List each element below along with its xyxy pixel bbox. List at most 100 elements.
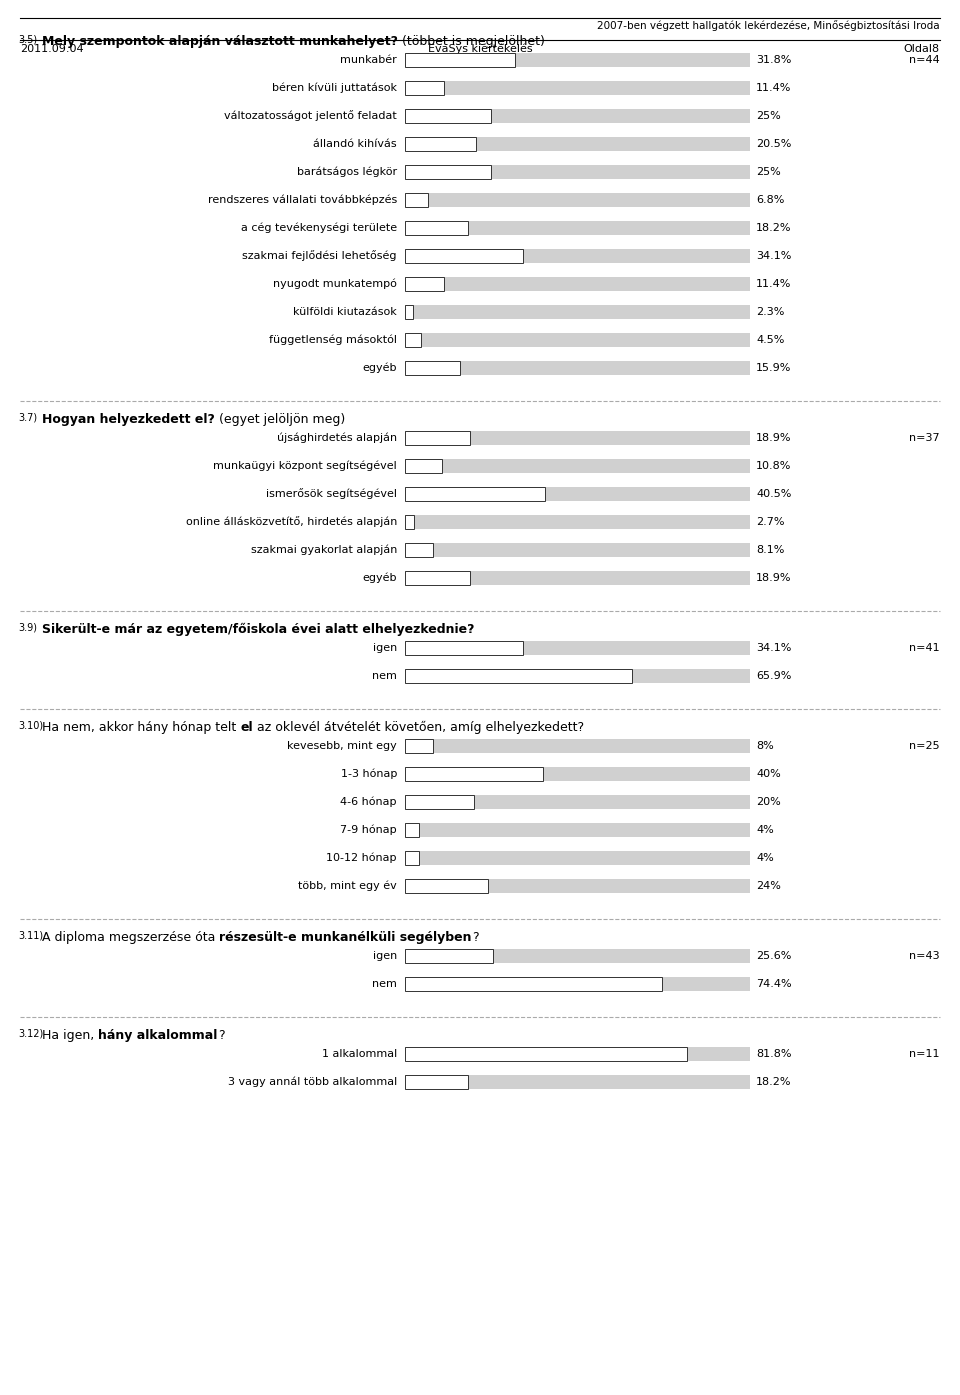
Text: részesült-e munkanélküli segélyben: részesült-e munkanélküli segélyben bbox=[220, 930, 472, 944]
Bar bbox=[405, 795, 474, 809]
Bar bbox=[405, 571, 750, 585]
Text: 65.9%: 65.9% bbox=[756, 671, 791, 681]
Text: béren kívüli juttatások: béren kívüli juttatások bbox=[272, 82, 397, 93]
Bar bbox=[405, 81, 444, 95]
Bar bbox=[405, 1048, 750, 1062]
Bar bbox=[405, 137, 750, 151]
Bar bbox=[405, 670, 633, 684]
Text: egyéb: egyéb bbox=[363, 573, 397, 583]
Text: munkaügyi központ segítségével: munkaügyi központ segítségével bbox=[213, 460, 397, 472]
Text: 10.8%: 10.8% bbox=[756, 460, 791, 472]
Bar bbox=[405, 795, 750, 809]
Text: EvaSys kiértékelés: EvaSys kiértékelés bbox=[428, 45, 532, 54]
Text: 3.7): 3.7) bbox=[18, 413, 37, 423]
Text: 81.8%: 81.8% bbox=[756, 1049, 791, 1059]
Text: hány alkalommal: hány alkalommal bbox=[98, 1030, 218, 1042]
Bar bbox=[405, 851, 419, 865]
Text: 1-3 hónap: 1-3 hónap bbox=[341, 769, 397, 780]
Bar bbox=[405, 879, 750, 893]
Text: n=41: n=41 bbox=[909, 643, 940, 653]
Text: 25%: 25% bbox=[756, 167, 780, 177]
Text: 20.5%: 20.5% bbox=[756, 140, 791, 149]
Bar bbox=[405, 515, 415, 529]
Text: Sikerült-e már az egyetem/főiskola évei alatt elhelyezkednie?: Sikerült-e már az egyetem/főiskola évei … bbox=[42, 624, 474, 636]
Text: igen: igen bbox=[372, 643, 397, 653]
Text: munkabér: munkabér bbox=[340, 54, 397, 66]
Text: nem: nem bbox=[372, 671, 397, 681]
Text: 4.5%: 4.5% bbox=[756, 335, 784, 345]
Bar bbox=[405, 879, 488, 893]
Bar bbox=[405, 220, 750, 234]
Bar bbox=[405, 1048, 687, 1062]
Bar bbox=[405, 165, 492, 179]
Text: online állásközvetítő, hirdetés alapján: online állásközvetítő, hirdetés alapján bbox=[185, 516, 397, 527]
Bar bbox=[405, 571, 470, 585]
Bar bbox=[405, 767, 750, 781]
Bar bbox=[405, 543, 433, 557]
Bar bbox=[405, 487, 544, 501]
Bar bbox=[405, 459, 750, 473]
Text: A diploma megszerzése óta: A diploma megszerzése óta bbox=[42, 930, 220, 944]
Bar bbox=[405, 949, 493, 963]
Text: n=37: n=37 bbox=[909, 432, 940, 444]
Bar bbox=[405, 248, 522, 264]
Bar bbox=[405, 278, 444, 292]
Text: 7-9 hónap: 7-9 hónap bbox=[341, 824, 397, 836]
Text: Oldal8: Oldal8 bbox=[904, 45, 940, 54]
Text: 4-6 hónap: 4-6 hónap bbox=[341, 797, 397, 808]
Bar bbox=[405, 670, 750, 684]
Text: 3.12): 3.12) bbox=[18, 1030, 43, 1039]
Text: (egyet jelöljön meg): (egyet jelöljön meg) bbox=[215, 413, 346, 425]
Text: 34.1%: 34.1% bbox=[756, 643, 791, 653]
Bar bbox=[405, 193, 750, 206]
Text: 11.4%: 11.4% bbox=[756, 82, 791, 93]
Text: 74.4%: 74.4% bbox=[756, 979, 792, 989]
Text: n=44: n=44 bbox=[909, 54, 940, 66]
Bar bbox=[405, 193, 428, 206]
Bar bbox=[405, 851, 750, 865]
Text: (többet is megjelölhet): (többet is megjelölhet) bbox=[398, 35, 545, 47]
Bar bbox=[405, 53, 750, 67]
Text: 18.9%: 18.9% bbox=[756, 573, 791, 583]
Bar bbox=[405, 543, 750, 557]
Bar bbox=[405, 823, 419, 837]
Text: 2007-ben végzett hallgatók lekérdezése, Minőségbiztosítási Iroda: 2007-ben végzett hallgatók lekérdezése, … bbox=[597, 20, 940, 31]
Text: külföldi kiutazások: külföldi kiutazások bbox=[293, 307, 397, 317]
Bar bbox=[405, 739, 433, 753]
Bar bbox=[405, 431, 750, 445]
Bar bbox=[405, 306, 750, 319]
Text: 8.1%: 8.1% bbox=[756, 545, 784, 555]
Text: barátságos légkör: barátságos légkör bbox=[297, 167, 397, 177]
Text: szakmai fejlődési lehetőség: szakmai fejlődési lehetőség bbox=[243, 251, 397, 261]
Text: ?: ? bbox=[218, 1030, 225, 1042]
Bar bbox=[405, 976, 661, 990]
Text: a cég tevékenységi területe: a cég tevékenységi területe bbox=[241, 223, 397, 233]
Bar bbox=[405, 739, 750, 753]
Text: ismerősök segítségével: ismerősök segítségével bbox=[266, 488, 397, 499]
Text: 40%: 40% bbox=[756, 769, 780, 778]
Bar bbox=[405, 333, 420, 347]
Text: 4%: 4% bbox=[756, 852, 774, 864]
Bar bbox=[405, 459, 443, 473]
Text: kevesebb, mint egy: kevesebb, mint egy bbox=[287, 741, 397, 751]
Text: rendszeres vállalati továbbképzés: rendszeres vállalati továbbképzés bbox=[207, 195, 397, 205]
Text: Ha igen,: Ha igen, bbox=[42, 1030, 98, 1042]
Text: 3 vagy annál több alkalommal: 3 vagy annál több alkalommal bbox=[228, 1077, 397, 1087]
Text: állandó kihívás: állandó kihívás bbox=[313, 140, 397, 149]
Text: 11.4%: 11.4% bbox=[756, 279, 791, 289]
Text: 18.2%: 18.2% bbox=[756, 1077, 791, 1087]
Text: 3.9): 3.9) bbox=[18, 624, 37, 633]
Text: 20%: 20% bbox=[756, 797, 780, 806]
Text: 25%: 25% bbox=[756, 112, 780, 121]
Text: n=11: n=11 bbox=[909, 1049, 940, 1059]
Bar bbox=[405, 109, 750, 123]
Bar bbox=[405, 53, 515, 67]
Bar bbox=[405, 165, 750, 179]
Text: 40.5%: 40.5% bbox=[756, 490, 791, 499]
Text: nem: nem bbox=[372, 979, 397, 989]
Text: 25.6%: 25.6% bbox=[756, 951, 791, 961]
Text: 3.5): 3.5) bbox=[18, 35, 37, 45]
Text: az oklevél átvételét követően, amíg elhelyezkedett?: az oklevél átvételét követően, amíg elhe… bbox=[252, 721, 584, 734]
Bar bbox=[405, 81, 750, 95]
Text: függetlenség másoktól: függetlenség másoktól bbox=[269, 335, 397, 345]
